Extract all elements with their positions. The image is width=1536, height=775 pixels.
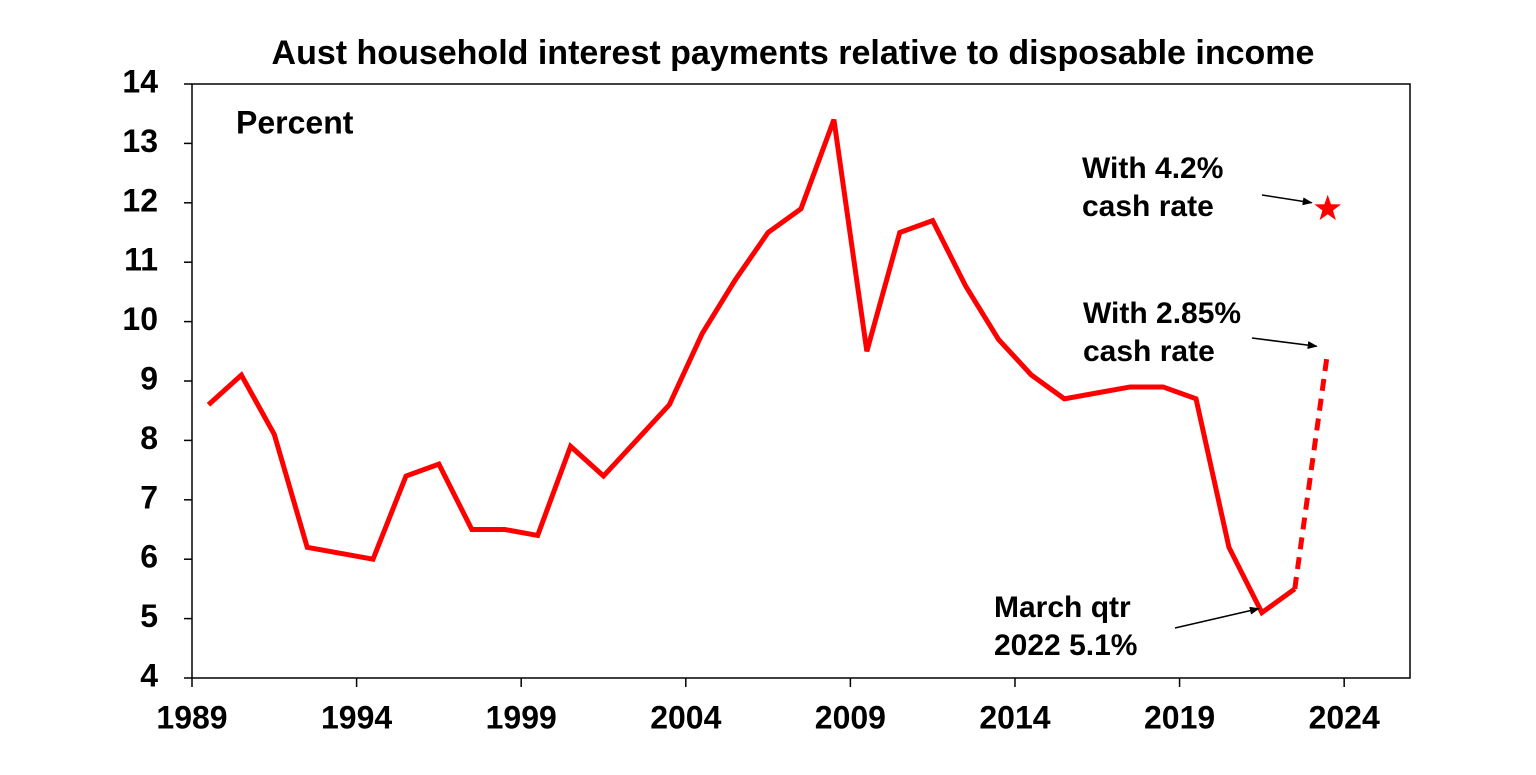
data-line	[206, 118, 1297, 617]
y-tick-label: 11	[124, 242, 158, 278]
projection-line	[1292, 350, 1331, 590]
y-tick-label: 9	[140, 360, 158, 396]
annotation-arrow	[1251, 337, 1318, 350]
x-tick-label: 2014	[979, 699, 1050, 735]
annotation: With 2.85%	[1083, 297, 1241, 330]
y-tick-label: 10	[122, 301, 158, 337]
y-tick-label: 5	[140, 598, 158, 634]
plot-frame	[191, 83, 1411, 679]
star-marker	[1314, 194, 1341, 221]
y-tick-label: 8	[140, 420, 158, 456]
x-tick-label: 2004	[650, 699, 721, 735]
annotation: With 4.2%	[1082, 152, 1223, 185]
annotation: cash rate	[1082, 190, 1214, 223]
y-tick-label: 7	[140, 479, 158, 515]
annotation: cash rate	[1083, 335, 1215, 368]
x-tick-label: 1999	[486, 699, 557, 735]
annotation: March qtr	[994, 591, 1131, 624]
y-tick-label: 13	[122, 123, 158, 159]
y-tick-label: 14	[122, 63, 158, 99]
x-tick-label: 1994	[321, 699, 392, 735]
x-tick-label: 2024	[1309, 699, 1380, 735]
x-tick-label: 1989	[156, 699, 227, 735]
chart-title: Aust household interest payments relativ…	[272, 34, 1315, 72]
annotation-arrow	[1174, 606, 1260, 629]
x-tick-label: 2019	[1144, 699, 1215, 735]
y-axis-label: Percent	[236, 104, 354, 140]
annotation: 2022 5.1%	[994, 629, 1137, 662]
annotation-arrow	[1261, 194, 1313, 206]
x-tick-label: 2009	[815, 699, 886, 735]
y-tick-label: 4	[140, 657, 158, 693]
y-tick-label: 12	[122, 182, 158, 218]
y-tick-label: 6	[140, 539, 158, 575]
